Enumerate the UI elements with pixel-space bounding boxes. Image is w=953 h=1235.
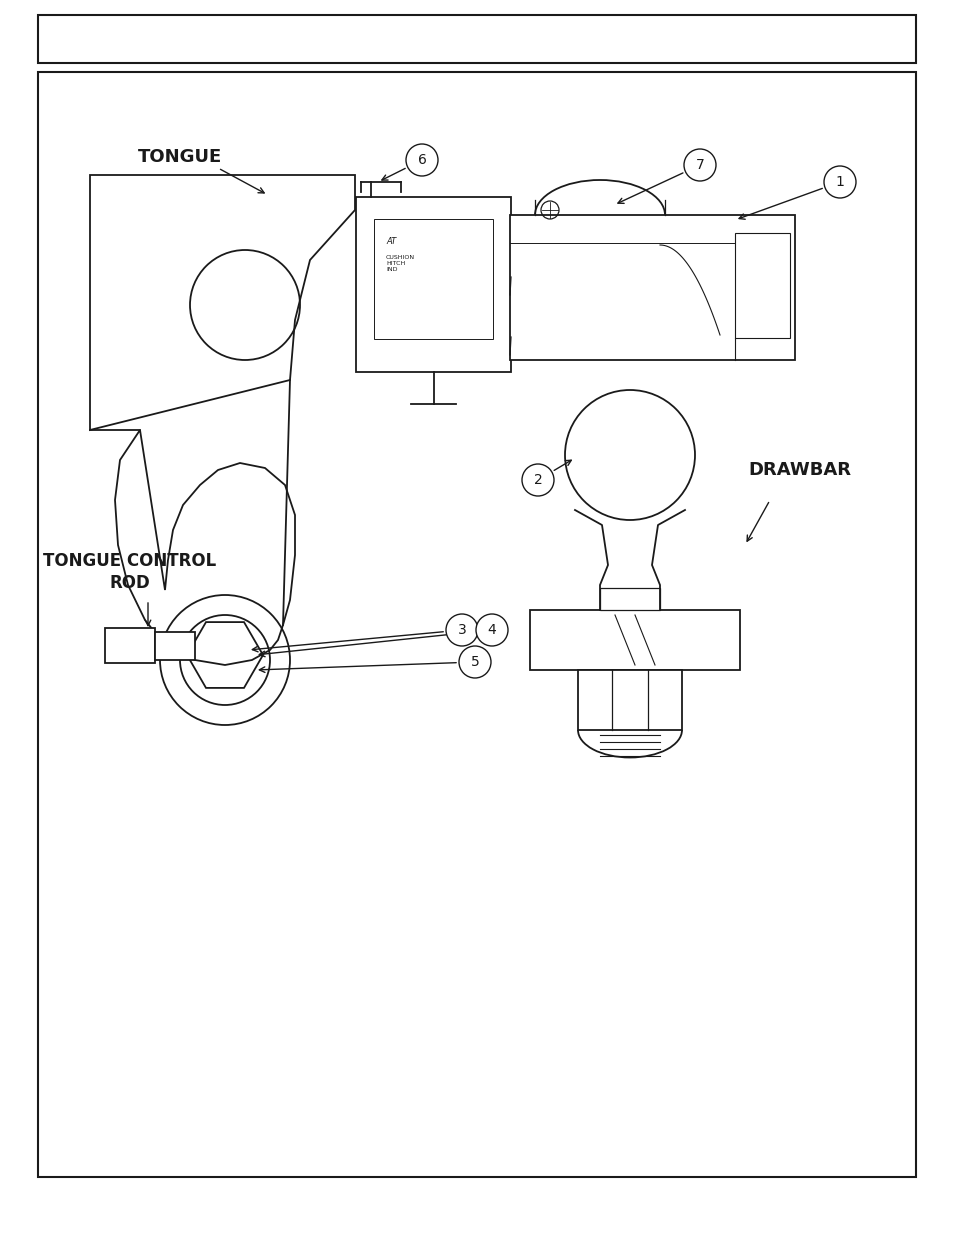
Text: CUSHION
HITCH
IND: CUSHION HITCH IND (386, 254, 415, 272)
Bar (355, 198, 511, 372)
FancyBboxPatch shape (510, 215, 794, 359)
Bar (38, 15, 915, 63)
Bar (530, 610, 740, 671)
Text: TONGUE: TONGUE (138, 148, 222, 165)
Text: 1: 1 (835, 175, 843, 189)
Text: DRAWBAR: DRAWBAR (748, 461, 851, 479)
Bar (105, 629, 154, 663)
Text: 3: 3 (457, 622, 466, 637)
Bar (374, 219, 493, 338)
Bar (154, 632, 194, 659)
Circle shape (458, 646, 491, 678)
Bar (599, 588, 659, 610)
Circle shape (823, 165, 855, 198)
Text: 2: 2 (533, 473, 542, 487)
Bar (734, 233, 789, 338)
Circle shape (446, 614, 477, 646)
Circle shape (521, 464, 554, 496)
Bar (578, 671, 681, 730)
Circle shape (476, 614, 507, 646)
Text: 7: 7 (695, 158, 703, 172)
Text: AT: AT (386, 237, 395, 246)
Text: 5: 5 (470, 655, 478, 669)
Text: 6: 6 (417, 153, 426, 167)
Bar (38, 72, 915, 1177)
Circle shape (406, 144, 437, 177)
Text: TONGUE CONTROL
ROD: TONGUE CONTROL ROD (43, 552, 216, 592)
Text: 4: 4 (487, 622, 496, 637)
Circle shape (683, 149, 716, 182)
